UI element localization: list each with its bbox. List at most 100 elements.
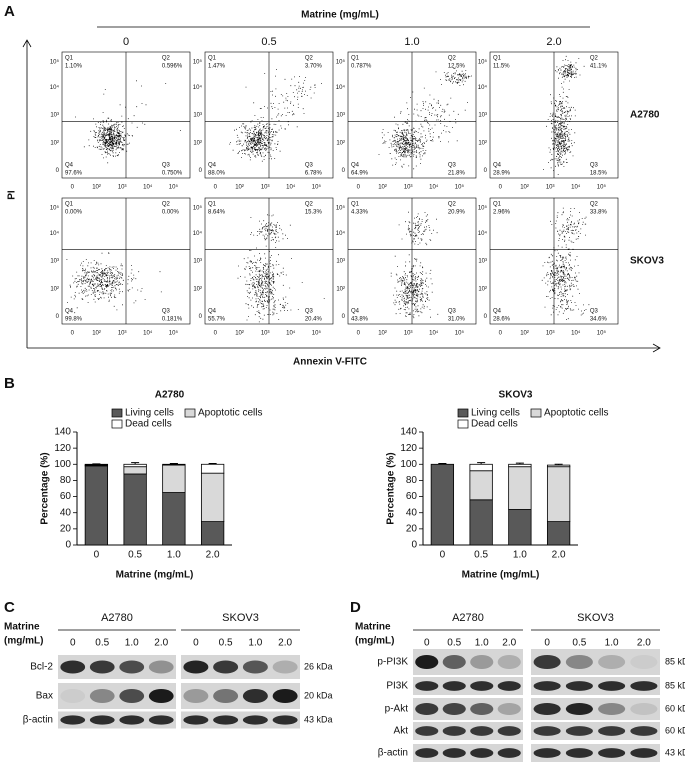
y-tick-label: 10⁵ [193,205,203,212]
quadrant-value: 28.9% [493,171,511,177]
quadrant-value: 15.3% [305,210,323,216]
bar-segment [200,472,225,522]
quadrant-value: 1.10% [65,64,83,70]
y-tick-label: 100 [400,459,417,470]
band [415,726,439,736]
matrine-label: (mg/mL) [355,636,394,647]
blot-strip [413,698,523,720]
band [242,715,268,725]
band [89,715,115,725]
x-tick-label: 0 [214,331,218,337]
protein-label: Bcl-2 [30,662,53,673]
legend-label: Dead cells [471,419,518,430]
x-tick-label: 10³ [118,185,127,191]
protein-label: Akt [394,726,409,737]
quadrant-name: Q4 [208,309,217,315]
quadrant-name: Q4 [65,309,74,315]
band [242,660,268,674]
quadrant-value: 43.8% [351,317,369,323]
quadrant-name: Q4 [208,163,217,169]
x-tick-label: 0.5 [128,550,142,561]
band [415,681,439,691]
x-tick-label: 10³ [404,185,413,191]
quadrant-value: 4.33% [351,210,369,216]
bar-segment [200,463,225,474]
dose-label: 2.0 [637,638,651,649]
y-tick-label: 10⁵ [336,205,346,212]
y-tick-label: 20 [406,523,418,534]
quadrant-name: Q1 [65,56,74,62]
y-tick-label: 40 [60,507,72,518]
quadrant-value: 20.9% [448,210,466,216]
quadrant-value: 0.750% [162,171,183,177]
band [213,660,239,674]
band [565,681,593,691]
x-tick-label: 10² [520,331,529,337]
band [89,660,115,674]
y-tick-label: 0 [484,314,488,320]
dose-label: 2.0 [546,36,561,48]
band [415,748,439,758]
panel-title: Matrine (mg/mL) [301,10,379,21]
dose-label: 0 [544,638,550,649]
y-tick-label: 0 [56,168,60,174]
bar-segment [508,463,532,468]
quadrant-name: Q2 [162,56,171,62]
bar-segment [508,466,532,510]
bar-segment [546,464,571,468]
quadrant-value: 3.70% [305,64,323,70]
error-bar [131,462,140,465]
blot-strip [531,744,660,762]
x-tick-label: 10² [92,185,101,191]
protein-label: p-Akt [385,704,409,715]
quadrant-value: 20.4% [305,317,323,323]
band [598,681,626,691]
band [213,688,239,704]
legend-label: Living cells [471,408,520,419]
quadrant-name: Q4 [493,309,502,315]
y-tick-label: 0 [199,168,203,174]
dot-cloud [543,55,585,175]
x-tick-label: 0 [357,185,361,191]
quadrant-name: Q2 [448,202,457,208]
y-tick-label: 10⁵ [193,59,203,66]
quadrant-name: Q1 [351,202,360,208]
size-label: 20 kDa [304,690,333,700]
band [119,715,145,725]
band [470,726,494,736]
legend-swatch [530,408,542,418]
x-tick-label: 0 [499,331,503,337]
band [533,681,561,691]
band [630,726,658,736]
band [630,654,658,670]
group-label: SKOV3 [577,612,614,624]
y-tick-label: 20 [60,523,72,534]
panel-label: A [4,3,15,20]
size-label: 26 kDa [304,661,333,671]
x-axis-label: Matrine (mg/mL) [116,570,194,581]
bar-segment [200,521,225,546]
x-tick-label: 10⁴ [286,330,296,337]
band [598,654,626,670]
dot-cloud [237,214,325,323]
band [565,726,593,736]
quadrant-name: Q2 [590,56,599,62]
y-tick-label: 10³ [336,113,345,119]
quadrant-name: Q1 [208,56,217,62]
x-tick-label: 10³ [261,331,270,337]
blot-strip [413,722,523,740]
band [497,748,521,758]
band [598,748,626,758]
y-tick-label: 80 [60,475,72,486]
y-tick-label: 10⁴ [478,84,488,91]
blot-strip [413,744,523,762]
dose-label: 0 [70,638,76,649]
legend-label: Living cells [125,408,174,419]
y-tick-label: 10³ [193,259,202,265]
group-label: SKOV3 [222,612,259,624]
bar-segment [162,464,186,493]
x-tick-label: 10³ [546,331,555,337]
band [497,726,521,736]
chart-title: SKOV3 [499,390,533,401]
legend-swatch [111,419,123,429]
